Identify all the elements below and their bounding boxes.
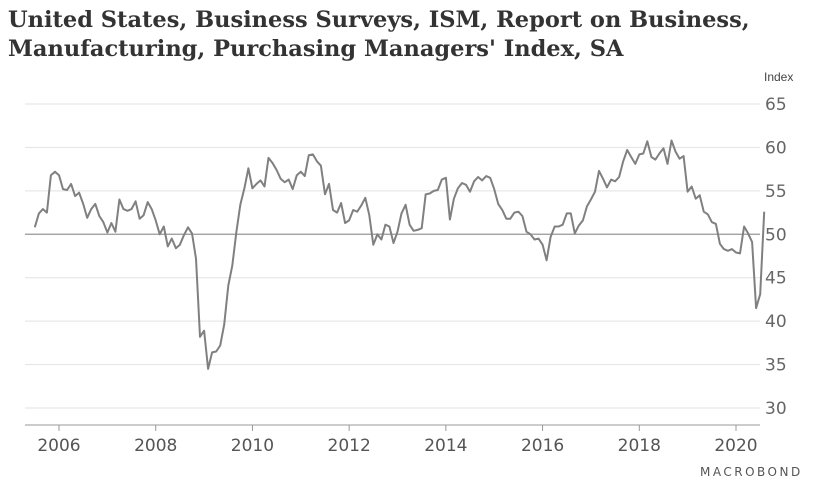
x-tick-label: 2010 [231, 436, 274, 456]
y-tick-label: 30 [765, 399, 787, 419]
x-tick-label: 2016 [521, 436, 564, 456]
chart-title-line-2: Manufacturing, Purchasing Managers' Inde… [8, 36, 624, 62]
y-tick-label: 55 [765, 182, 787, 202]
y-tick-label: 50 [765, 225, 787, 245]
y-tick-label: 40 [765, 312, 787, 332]
x-tick-label: 2006 [37, 436, 80, 456]
y-tick-label: 35 [765, 356, 787, 376]
macrobond-logo: MACROBOND [700, 465, 803, 479]
y-tick-label: 45 [765, 269, 787, 289]
x-tick-label: 2018 [618, 436, 661, 456]
x-axis-ticks: 2006 2008 2010 2012 2014 2016 2018 2020 [37, 425, 758, 456]
y-tick-label: 65 [765, 95, 787, 115]
x-tick-label: 2014 [424, 436, 467, 456]
x-tick-label: 2020 [714, 436, 757, 456]
y-axis-ticks: 30 35 40 45 50 55 60 65 [765, 95, 787, 419]
y-axis-unit-label: Index [764, 70, 793, 84]
chart-title-line-1: United States, Business Surveys, ISM, Re… [8, 7, 750, 33]
y-tick-label: 60 [765, 138, 787, 158]
x-tick-label: 2008 [134, 436, 177, 456]
x-tick-label: 2012 [328, 436, 371, 456]
chart-title: United States, Business Surveys, ISM, Re… [8, 6, 808, 64]
pmi-series-line [33, 139, 766, 370]
